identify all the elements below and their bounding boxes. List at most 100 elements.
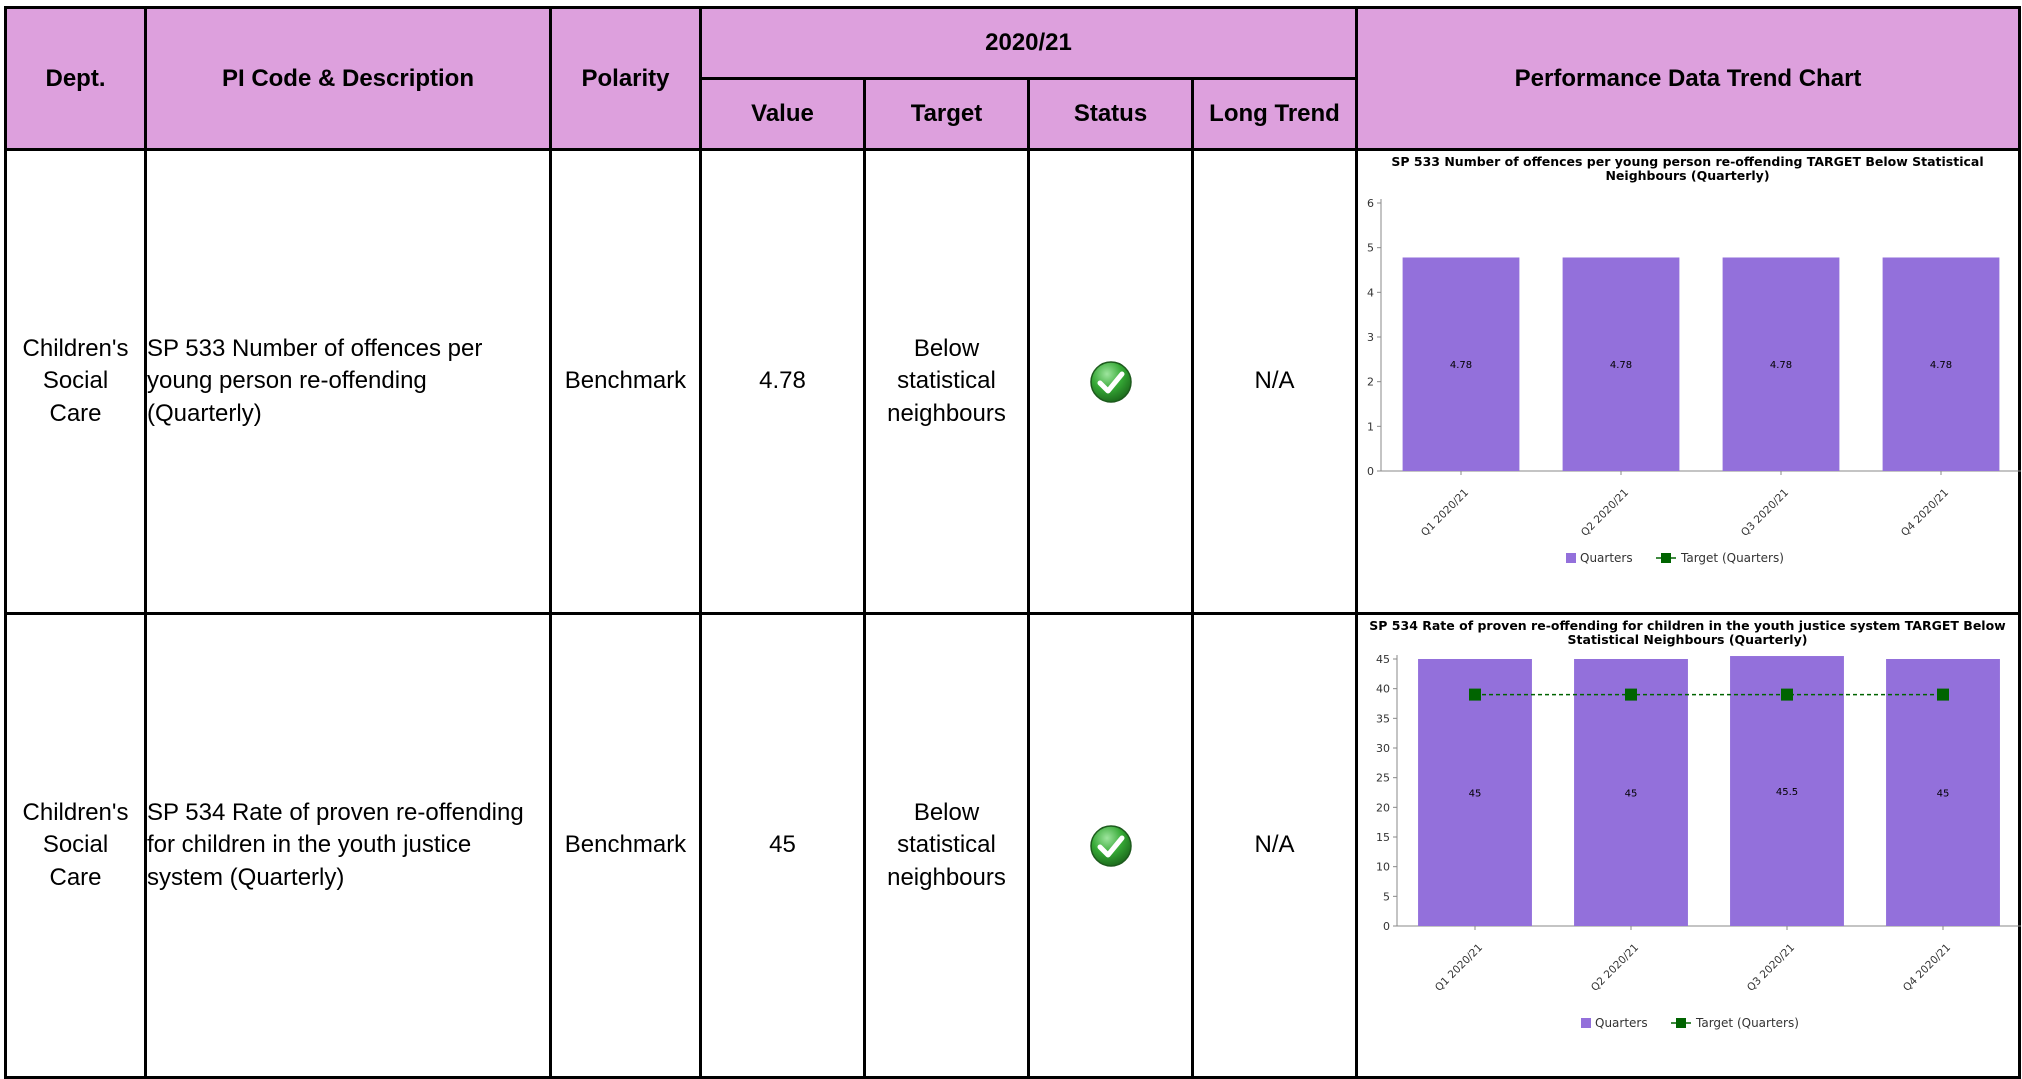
chart-title: Statistical Neighbours (Quarterly)	[1568, 632, 1808, 647]
target-line: Below	[913, 334, 980, 362]
target-marker	[1781, 688, 1794, 701]
bar	[1882, 257, 2000, 471]
target-cell: Below statistical neighbours	[863, 148, 1030, 615]
x-tick-label: Q3 2020/21	[1745, 942, 1797, 994]
target-line: statistical	[897, 831, 996, 859]
polarity-cell: Benchmark	[549, 612, 702, 1079]
y-tick-label: 45	[1376, 653, 1390, 666]
y-tick-label: 5	[1383, 890, 1390, 903]
chart-title: SP 534 Rate of proven re-offending for c…	[1369, 618, 2006, 633]
y-tick-label: 20	[1376, 801, 1390, 814]
dept-line: Care	[49, 399, 102, 427]
dept-line: Social	[42, 831, 109, 859]
x-tick-label: Q2 2020/21	[1589, 942, 1641, 994]
desc-line: for children in the youth justice	[147, 831, 472, 859]
y-tick-label: 3	[1367, 331, 1374, 344]
x-tick-label: Q1 2020/21	[1419, 487, 1471, 539]
long-trend-cell: N/A	[1190, 612, 1359, 1079]
table-row: Children's Social Care SP 533 Number of …	[4, 148, 2022, 615]
y-tick-label: 40	[1376, 683, 1390, 696]
bar-data-label: 4.78	[1450, 360, 1472, 371]
trend-chart-cell: SP 533 Number of offences per young pers…	[1355, 148, 2022, 615]
table-row: Children's Social Care SP 534 Rate of pr…	[4, 612, 2022, 1079]
bar	[1562, 257, 1680, 471]
bar	[1730, 656, 1844, 926]
bar	[1886, 659, 2000, 926]
y-tick-label: 4	[1367, 286, 1374, 299]
dept-line: Care	[49, 863, 102, 891]
y-tick-label: 0	[1383, 920, 1390, 933]
header-dept: Dept.	[4, 6, 147, 151]
y-tick-label: 30	[1376, 742, 1390, 755]
value-cell: 4.78	[699, 148, 866, 615]
chart-title: Neighbours (Quarterly)	[1605, 168, 1769, 183]
bar-data-label: 4.78	[1930, 360, 1952, 371]
header-polarity: Polarity	[549, 6, 702, 151]
check-circle-icon	[1089, 824, 1132, 867]
y-tick-label: 15	[1376, 831, 1390, 844]
bar	[1574, 659, 1688, 926]
bar-data-label: 45	[1469, 789, 1482, 800]
legend-label: Quarters	[1595, 1016, 1648, 1030]
target-line: neighbours	[887, 863, 1006, 891]
dept-line: Social	[42, 367, 109, 395]
header-long-trend: Long Trend	[1190, 77, 1359, 151]
y-tick-label: 5	[1367, 242, 1374, 255]
chart-title: SP 533 Number of offences per young pers…	[1391, 154, 1983, 169]
legend-swatch-quarters	[1566, 553, 1577, 563]
desc-line: SP 534 Rate of proven re-offending	[147, 798, 524, 826]
bar-data-label: 45	[1937, 789, 1950, 800]
y-tick-label: 6	[1367, 197, 1374, 210]
value-cell: 45	[699, 612, 866, 1079]
legend-label: Quarters	[1580, 551, 1633, 565]
long-trend-cell: N/A	[1190, 148, 1359, 615]
y-tick-label: 10	[1376, 861, 1390, 874]
bar-data-label: 4.78	[1610, 360, 1632, 371]
legend-label: Target (Quarters)	[1695, 1016, 1799, 1030]
bar-data-label: 45.5	[1776, 787, 1798, 798]
y-tick-label: 1	[1367, 420, 1374, 433]
status-cell	[1027, 148, 1194, 615]
x-tick-label: Q1 2020/21	[1433, 942, 1485, 994]
pi-description-cell: SP 534 Rate of proven re-offending for c…	[144, 612, 552, 1079]
desc-line: young person re-offending	[147, 367, 427, 395]
performance-table: Dept. PI Code & Description Polarity 202…	[4, 6, 2022, 1079]
x-tick-label: Q4 2020/21	[1899, 487, 1951, 539]
legend-label: Target (Quarters)	[1680, 551, 1784, 565]
bar-data-label: 4.78	[1770, 360, 1792, 371]
bar-data-label: 45	[1625, 789, 1638, 800]
bar	[1402, 257, 1520, 471]
dept-cell: Children's Social Care	[4, 612, 147, 1079]
bar	[1722, 257, 1840, 471]
y-tick-label: 0	[1367, 465, 1374, 478]
trend-chart-sp533: SP 533 Number of offences per young pers…	[1367, 154, 2022, 565]
pi-description-cell: SP 533 Number of offences per young pers…	[144, 148, 552, 615]
target-line: statistical	[897, 367, 996, 395]
x-tick-label: Q3 2020/21	[1739, 487, 1791, 539]
header-value: Value	[699, 77, 866, 151]
header-status: Status	[1027, 77, 1194, 151]
target-cell: Below statistical neighbours	[863, 612, 1030, 1079]
desc-line: SP 533 Number of offences per	[147, 334, 483, 362]
target-line: Below	[913, 798, 980, 826]
header-target: Target	[863, 77, 1030, 151]
header-pi-code: PI Code & Description	[144, 6, 552, 151]
y-tick-label: 25	[1376, 772, 1390, 785]
trend-chart-cell: SP 534 Rate of proven re-offending for c…	[1355, 612, 2022, 1079]
header-chart: Performance Data Trend Chart	[1355, 6, 2022, 151]
legend-swatch-quarters	[1581, 1018, 1592, 1028]
dept-line: Children's	[22, 798, 129, 826]
target-marker	[1937, 688, 1950, 701]
status-cell	[1027, 612, 1194, 1079]
target-marker	[1625, 688, 1638, 701]
trend-chart-sp534: SP 534 Rate of proven re-offending for c…	[1369, 618, 2022, 1030]
desc-line: system (Quarterly)	[147, 863, 345, 891]
dept-cell: Children's Social Care	[4, 148, 147, 615]
legend-swatch-target	[1676, 1018, 1687, 1028]
desc-line: (Quarterly)	[147, 399, 262, 427]
x-tick-label: Q4 2020/21	[1901, 942, 1953, 994]
y-tick-label: 2	[1367, 376, 1374, 389]
target-marker	[1469, 688, 1482, 701]
header-year: 2020/21	[698, 6, 1359, 80]
check-circle-icon	[1089, 360, 1132, 403]
